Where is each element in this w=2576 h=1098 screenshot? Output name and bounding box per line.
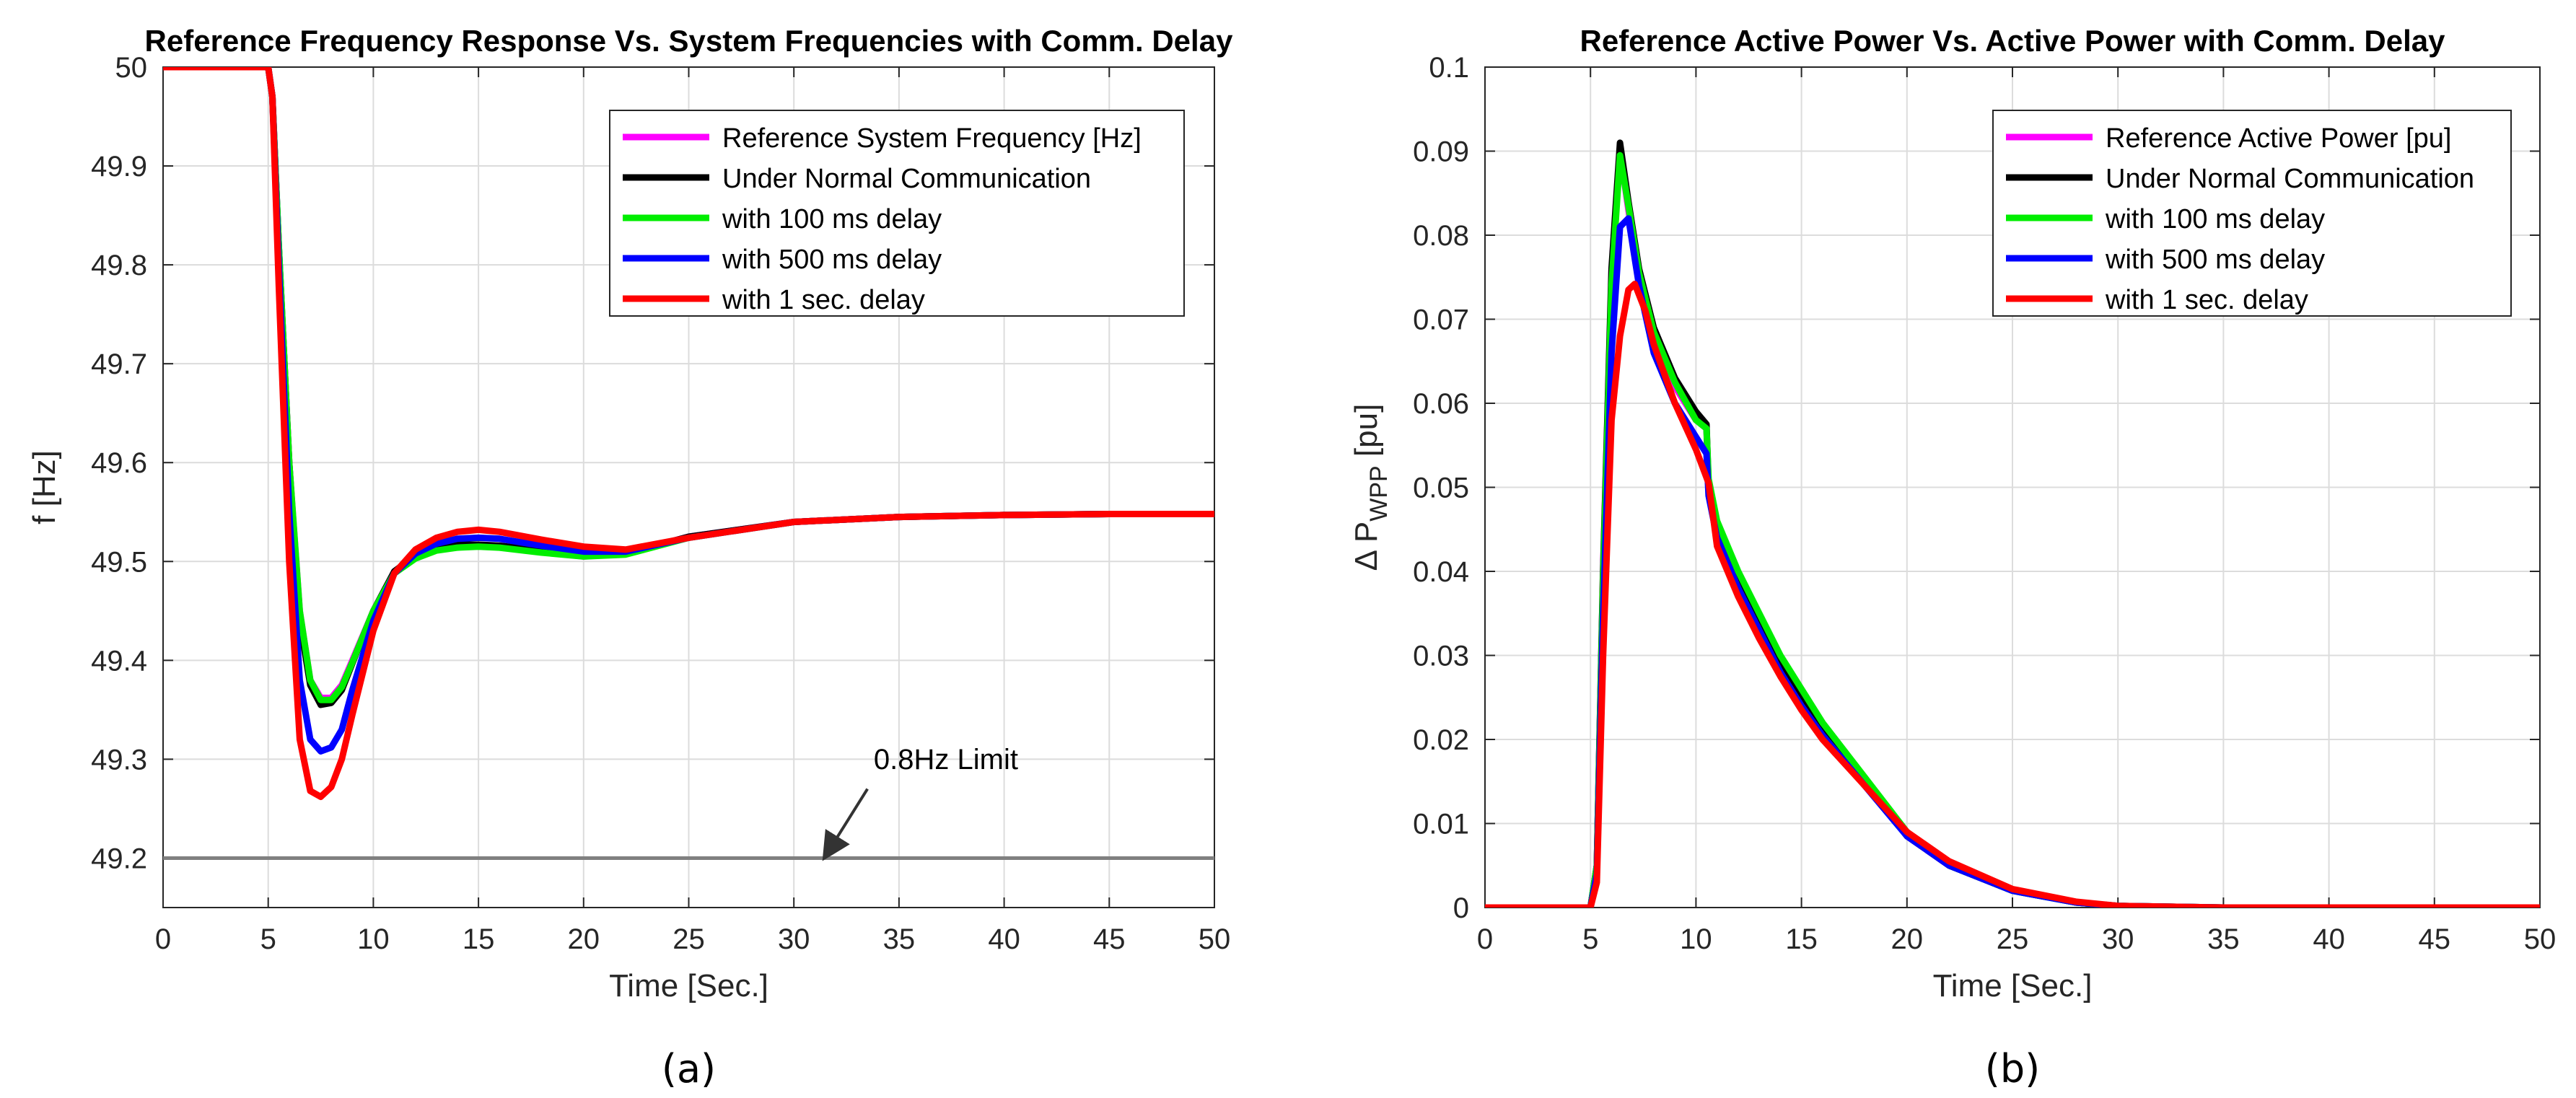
x-tick-label: 0 xyxy=(1477,923,1493,955)
figure-caption: (a) xyxy=(662,1046,716,1092)
y-tick-label: 0.03 xyxy=(1413,641,1469,672)
x-tick-label: 15 xyxy=(1785,923,1818,955)
legend-entry-label: with 100 ms delay xyxy=(722,204,942,234)
x-tick-label: 5 xyxy=(260,923,276,955)
chart-b-active-power: 0 5 10 15 20 25 30 35 40 45 50 0 0.01 0.02 0.03 0.04 0.0… xyxy=(1349,24,2556,1092)
x-tick-label: 40 xyxy=(2313,923,2345,955)
y-tick-label: 0.04 xyxy=(1413,556,1469,588)
x-tick-label: 30 xyxy=(778,923,810,955)
figure-caption: (b) xyxy=(1985,1046,2040,1092)
annotation-label: 0.8Hz Limit xyxy=(874,744,1018,776)
chart-title: Reference Frequency Response Vs. System … xyxy=(145,24,1234,58)
x-tick-label: 35 xyxy=(2207,923,2240,955)
y-tick-label: 0.01 xyxy=(1413,809,1469,840)
y-axis-label-unit: [pu] xyxy=(1349,404,1384,466)
x-tick-label: 30 xyxy=(2102,923,2134,955)
legend-entry-label: Reference Active Power [pu] xyxy=(2106,123,2451,154)
x-tick-label: 45 xyxy=(1093,923,1126,955)
legend: Reference System Frequency [Hz] Under Nor… xyxy=(609,110,1185,317)
legend-entry-label: with 1 sec. delay xyxy=(2105,285,2308,315)
chart-a-frequency-response: 0 5 10 15 20 25 30 35 40 45 50 49.2 49.3 49.4 49.5 49.6… xyxy=(27,24,1233,1092)
chart-title: Reference Active Power Vs. Active Power … xyxy=(1580,24,2446,58)
legend-entry-label: Under Normal Communication xyxy=(722,164,1091,194)
series-lines xyxy=(163,67,1214,800)
x-tick-label: 45 xyxy=(2419,923,2451,955)
y-tick-label: 49.7 xyxy=(91,348,147,380)
y-axis-label-main: f [Hz] xyxy=(27,450,62,524)
y-tick-label: 49.2 xyxy=(91,843,147,874)
y-tick-label: 0.06 xyxy=(1413,388,1469,420)
y-axis-label-subscript: WPP xyxy=(1365,465,1393,521)
y-axis-label: Δ PWPP [pu] xyxy=(1349,404,1393,571)
x-axis-label: Time [Sec.] xyxy=(1933,968,2093,1003)
y-axis-label: f [Hz] xyxy=(27,450,62,524)
y-tick-label: 0.02 xyxy=(1413,724,1469,756)
x-tick-label: 20 xyxy=(568,923,600,955)
annotation-arrow xyxy=(822,788,869,861)
x-tick-label: 50 xyxy=(1199,923,1231,955)
y-tick-label: 0.1 xyxy=(1429,52,1469,84)
legend-entry-label: with 500 ms delay xyxy=(722,245,942,275)
x-tick-label: 0 xyxy=(155,923,171,955)
y-tick-label: 0.07 xyxy=(1413,304,1469,336)
y-tick-label: 49.6 xyxy=(91,447,147,479)
legend-entry-label: with 1 sec. delay xyxy=(722,285,925,315)
y-tick-label: 49.4 xyxy=(91,645,147,677)
y-tick-label: 0.05 xyxy=(1413,473,1469,504)
legend-entry-label: with 500 ms delay xyxy=(2105,245,2325,275)
x-axis-label: Time [Sec.] xyxy=(609,968,768,1003)
y-tick-label: 49.3 xyxy=(91,744,147,776)
series-line-d1000 xyxy=(163,67,1214,800)
x-tick-label: 25 xyxy=(1997,923,2029,955)
x-tick-label: 35 xyxy=(883,923,916,955)
legend: Reference Active Power [pu] Under Normal … xyxy=(1992,110,2512,317)
y-tick-label: 0.09 xyxy=(1413,136,1469,168)
series-line-d1000 xyxy=(1485,281,2540,908)
y-tick-label: 0.08 xyxy=(1413,220,1469,252)
x-tick-label: 40 xyxy=(988,923,1020,955)
x-tick-label: 50 xyxy=(2524,923,2557,955)
x-tick-label: 5 xyxy=(1582,923,1598,955)
legend-entry-label: Reference System Frequency [Hz] xyxy=(722,123,1142,154)
legend-box xyxy=(609,110,1185,317)
x-tick-label: 15 xyxy=(463,923,495,955)
y-tick-label: 49.8 xyxy=(91,250,147,281)
y-axis-label-main: Δ P xyxy=(1349,522,1384,571)
x-tick-label: 20 xyxy=(1891,923,1924,955)
y-tick-label: 49.9 xyxy=(91,151,147,183)
y-tick-label: 0 xyxy=(1453,892,1469,924)
x-tick-label: 10 xyxy=(1680,923,1712,955)
x-tick-label: 10 xyxy=(357,923,390,955)
series-lines xyxy=(1485,139,2540,908)
x-tick-label: 25 xyxy=(673,923,705,955)
y-tick-label: 49.5 xyxy=(91,546,147,578)
legend-entry-label: with 100 ms delay xyxy=(2105,204,2325,234)
legend-box xyxy=(1992,110,2512,317)
legend-entry-label: Under Normal Communication xyxy=(2106,164,2474,194)
y-tick-label: 50 xyxy=(115,52,148,84)
